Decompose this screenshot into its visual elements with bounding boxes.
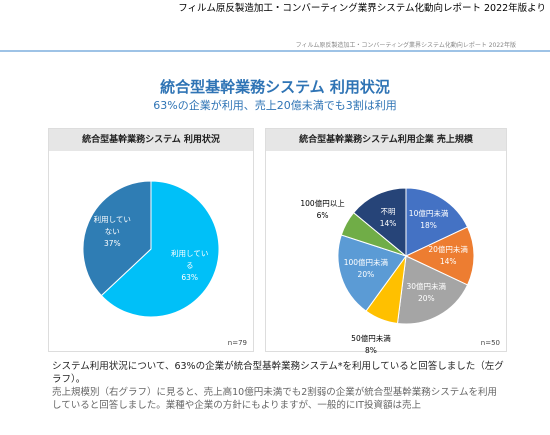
- note: n=50: [480, 339, 500, 347]
- pie-slice: [404, 226, 475, 286]
- paragraph: システム利用状況について、63%の企業が統合型基幹業務システム*を利用していると…: [52, 361, 504, 385]
- slide-source: フィルム原反製造加工・コンバーティング業界システム化動向レポート 2022年版: [295, 42, 516, 49]
- slice-label: 利用していない 37%: [92, 214, 132, 250]
- pie-slice: [396, 255, 469, 325]
- label-text: 30億円未満: [406, 281, 447, 291]
- label-text: 20億円未満: [428, 245, 468, 254]
- label-text: 14%: [379, 218, 397, 228]
- slice-label: 利用している 63%: [170, 248, 210, 284]
- panel: 統合型基幹業務システム利用企業 売上規模 n=50 10億円未満 18% 20億円未…: [265, 128, 507, 355]
- label-text: 63%: [181, 272, 199, 282]
- label-text: 14%: [439, 257, 457, 266]
- label-text: 100億円以上: [300, 199, 345, 209]
- label-text: 6%: [316, 211, 329, 221]
- note: n=79: [227, 339, 247, 347]
- label-text: 利用していない: [93, 215, 131, 237]
- slice-label: 100億円以上 6%: [299, 198, 347, 222]
- pie-slice: [337, 234, 407, 312]
- label-text: 10億円未満: [408, 209, 449, 219]
- body: システム利用状況について、63%の企業が統合型基幹業務システム*を利用していると…: [52, 360, 504, 412]
- pie-slice: [82, 180, 152, 297]
- chart-title: 統合型基幹業務システム 利用状況: [49, 129, 253, 151]
- pie-slice: [352, 187, 407, 258]
- label-text: 不明: [380, 206, 396, 216]
- label-text: 18%: [420, 221, 437, 231]
- chart-title: 統合型基幹業務システム利用企業 売上規模: [266, 129, 506, 151]
- subtitle: 63%の企業が利用、売上20億未満でも3割は利用: [153, 99, 397, 112]
- label-text: 50億円未満: [351, 333, 391, 343]
- slice-label: 50億円未満 8%: [347, 333, 395, 357]
- pie-slice: [405, 187, 469, 257]
- label-text: 37%: [103, 239, 121, 249]
- label-text: 利用している: [171, 248, 209, 270]
- rule: [0, 50, 550, 52]
- label-text: 100億円未満: [343, 258, 389, 268]
- label-text: 20%: [417, 293, 435, 303]
- chart: [337, 187, 475, 325]
- slice-label: 10億円未満 18%: [405, 208, 453, 232]
- title: 統合型基幹業務システム 利用状況: [160, 78, 390, 96]
- paragraph: 売上規模別（右グラフ）に見ると、売上高10億円未満でも2割弱の企業が統合型基幹業…: [52, 387, 497, 411]
- source: フィルム原反製造加工・コンバーティング業界システム化動向レポート 2022年版よ…: [178, 3, 546, 14]
- slice-label: 30億円未満 20%: [402, 281, 450, 305]
- slice-label: 不明 14%: [364, 206, 412, 230]
- slice-label: 20億円未満 14%: [424, 244, 472, 268]
- slice-label: 100億円未満 20%: [342, 257, 390, 281]
- label-text: 8%: [365, 345, 377, 355]
- label-text: 20%: [357, 270, 375, 280]
- pie-slice: [100, 180, 220, 318]
- panel: 統合型基幹業務システム 利用状況 n=79 利用している 63% 利用していない 37…: [48, 128, 254, 352]
- chart: [82, 180, 220, 318]
